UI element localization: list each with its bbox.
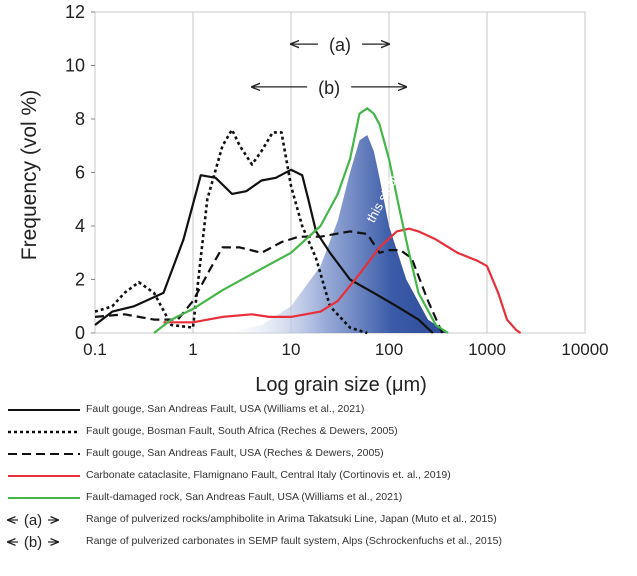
series-line-4 [163, 227, 522, 334]
x-tick-label: 10 [282, 340, 301, 359]
range-label: (b) [318, 78, 340, 98]
legend-item: (a) Range of pulverized rocks/amphibolite… [0, 510, 637, 530]
y-tick-label: 8 [75, 109, 85, 129]
x-axis-label: Log grain size (μm) [255, 374, 427, 396]
legend-item: Carbonate cataclasite, Flamignano Fault,… [0, 466, 637, 486]
x-tick-label: 0.1 [83, 340, 107, 359]
legend-sample [8, 475, 80, 477]
legend-label: Fault gouge, San Andreas Fault, USA (Wil… [86, 403, 365, 415]
legend-range-label: (b) [24, 534, 42, 551]
legend-item: Fault gouge, San Andreas Fault, USA (Rec… [0, 444, 637, 464]
legend-item: Fault gouge, San Andreas Fault, USA (Wil… [0, 400, 637, 420]
y-tick-label: 0 [75, 323, 85, 343]
series-line-1 [94, 168, 434, 334]
y-tick-label: 6 [75, 163, 85, 183]
legend-sample: (a) [4, 512, 84, 529]
series-line-5 [153, 107, 449, 334]
legend-item: (b) Range of pulverized carbonates in SEM… [0, 532, 637, 552]
legend-sample [8, 430, 80, 434]
x-tick-label: 10000 [561, 340, 608, 359]
legend-label: Carbonate cataclasite, Flamignano Fault,… [86, 469, 451, 481]
legend-label: Fault gouge, Bosman Fault, South Africa … [86, 425, 398, 437]
x-tick-label: 100 [375, 340, 403, 359]
y-tick-label: 10 [65, 56, 85, 76]
series-line-2 [94, 128, 368, 335]
legend-range-label: (a) [24, 512, 42, 529]
legend-item: Fault-damaged rock, San Andreas Fault, U… [0, 488, 637, 508]
series-line-3 [94, 230, 444, 334]
legend-sample [8, 409, 80, 411]
y-tick-label: 2 [75, 270, 85, 290]
x-tick-label: 1000 [468, 340, 506, 359]
y-tick-label: 4 [75, 216, 85, 236]
legend-sample [8, 497, 80, 499]
legend-label: Fault-damaged rock, San Andreas Fault, U… [86, 491, 403, 503]
range-label: (a) [329, 35, 351, 55]
legend-label: Fault gouge, San Andreas Fault, USA (Rec… [86, 447, 384, 459]
legend-item: Fault gouge, Bosman Fault, South Africa … [0, 422, 637, 442]
legend-label: Range of pulverized carbonates in SEMP f… [86, 535, 502, 547]
legend-sample [8, 453, 80, 455]
legend-label: Range of pulverized rocks/amphibolite in… [86, 513, 497, 525]
x-tick-label: 1 [188, 340, 197, 359]
legend-sample: (b) [4, 534, 84, 551]
y-tick-label: 12 [65, 2, 85, 22]
y-axis-label: Frequency (vol %) [18, 90, 41, 260]
